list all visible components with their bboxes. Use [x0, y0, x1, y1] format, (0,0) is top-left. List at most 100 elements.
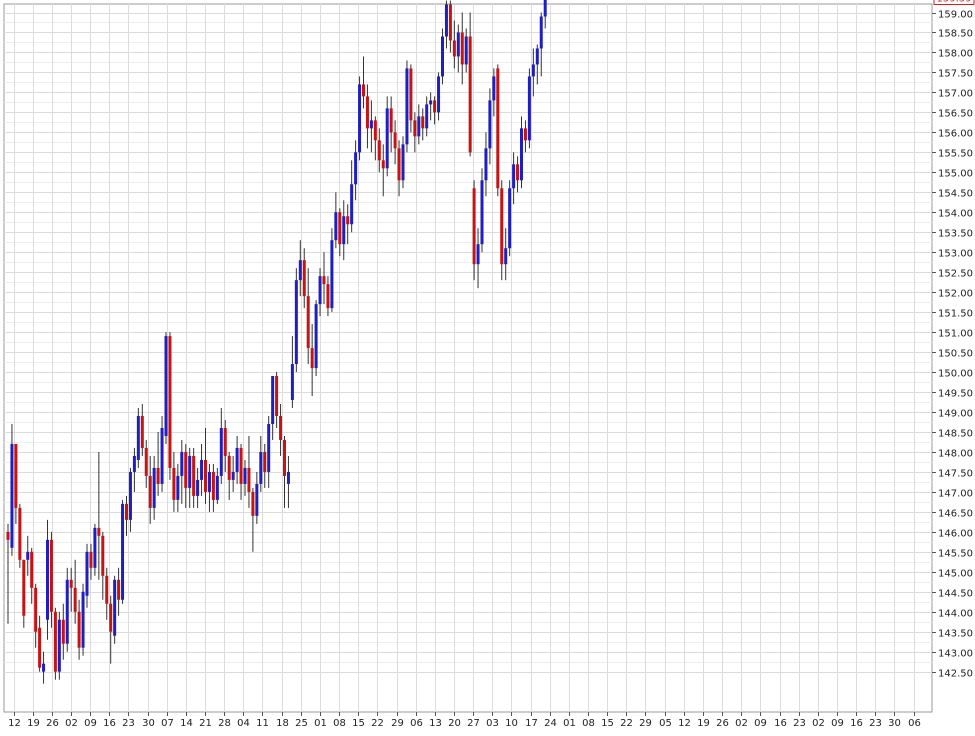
candle-body-up	[286, 471, 290, 484]
candle	[429, 92, 433, 121]
candle	[113, 575, 117, 644]
y-tick-label: 149.00	[938, 409, 973, 420]
candle-body-down	[125, 503, 128, 520]
candle	[188, 447, 192, 508]
candle-body-down	[326, 284, 330, 309]
candle-body-up	[441, 36, 444, 77]
candle	[180, 439, 184, 504]
candle	[81, 583, 85, 656]
candle	[14, 443, 18, 524]
candle-body-up	[484, 148, 488, 181]
candle	[223, 419, 227, 472]
candle-body-down	[421, 116, 425, 129]
candle	[136, 408, 140, 468]
candle	[358, 76, 362, 161]
candle-body-down	[306, 296, 310, 349]
candle-body-down	[148, 475, 152, 508]
candle-body-down	[6, 531, 10, 540]
candle-body-down	[365, 96, 369, 129]
x-tick-label: 29	[391, 718, 404, 729]
candle	[38, 615, 42, 672]
candle	[53, 607, 57, 680]
candle-body-up	[46, 539, 49, 620]
candle-body-down	[211, 471, 215, 500]
candle-body-down	[338, 212, 342, 245]
candle	[512, 152, 516, 205]
candle-body-down	[397, 148, 401, 181]
candle	[85, 543, 89, 608]
candle-body-up	[508, 188, 512, 249]
x-tick-label: 15	[352, 718, 365, 729]
x-tick-label: 19	[697, 718, 710, 729]
x-tick-label: 06	[908, 718, 921, 729]
x-tick-label: 16	[850, 718, 863, 729]
candle-body-down	[223, 427, 227, 456]
candle-body-up	[437, 76, 441, 113]
y-tick-label: 155.00	[938, 169, 973, 180]
y-tick-label: 146.00	[938, 529, 973, 540]
x-tick-label: 13	[429, 718, 442, 729]
axes: 142.50 143.00 143.50 144.00 144.50 145.00 145.…	[8, 0, 975, 729]
candle	[26, 535, 30, 576]
candle-body-down	[279, 415, 283, 440]
x-tick-label: 18	[276, 718, 289, 729]
candle-body-down	[247, 467, 251, 492]
candle	[456, 24, 460, 73]
candle-body-up	[401, 144, 405, 181]
y-tick-label: 147.00	[938, 489, 973, 500]
candle-body-down	[409, 68, 413, 121]
candle	[259, 435, 263, 492]
candle-body-down	[516, 164, 520, 181]
candle	[10, 423, 14, 556]
candle	[294, 268, 298, 373]
candle-body-down	[30, 551, 34, 588]
x-tick-label: 07	[161, 718, 174, 729]
x-tick-label: 14	[180, 718, 193, 729]
candle	[369, 100, 373, 153]
x-tick-label: 09	[84, 718, 97, 729]
candle	[255, 471, 259, 524]
candle-body-up	[132, 455, 136, 472]
candle	[105, 567, 109, 620]
candle-body-up	[527, 76, 531, 141]
candle	[164, 332, 168, 444]
candle	[204, 427, 207, 504]
candle	[211, 463, 215, 512]
candle	[460, 12, 464, 85]
candle	[318, 268, 322, 317]
candle-body-up	[543, 0, 547, 17]
candle-body-up	[85, 551, 89, 596]
candle-body-up	[176, 475, 180, 500]
candle	[168, 332, 172, 480]
candle	[350, 160, 354, 233]
candle	[535, 44, 539, 85]
x-tick-label: 26	[46, 718, 59, 729]
candle-body-down	[302, 260, 306, 297]
candle	[433, 96, 437, 125]
candle-body-down	[413, 120, 417, 137]
y-tick-label: 145.00	[938, 569, 973, 580]
candle-body-down	[389, 108, 393, 133]
candle	[444, 0, 448, 49]
candle	[385, 96, 389, 177]
candle	[306, 268, 310, 365]
candle-body-down	[362, 84, 365, 97]
candle	[448, 0, 452, 53]
x-tick-label: 17	[525, 718, 538, 729]
x-tick-label: 08	[333, 718, 346, 729]
x-tick-label: 12	[8, 718, 21, 729]
x-tick-label: 24	[544, 718, 557, 729]
candle	[184, 443, 188, 508]
candle	[77, 599, 81, 660]
y-tick-label: 147.50	[938, 469, 973, 480]
candle	[405, 60, 409, 153]
candle	[290, 336, 294, 409]
x-tick-label: 22	[620, 718, 633, 729]
candle	[393, 120, 397, 165]
candle	[65, 567, 69, 652]
candle	[484, 132, 488, 197]
candle-body-down	[18, 507, 22, 560]
y-tick-label: 152.50	[938, 269, 973, 280]
candle	[334, 192, 338, 249]
